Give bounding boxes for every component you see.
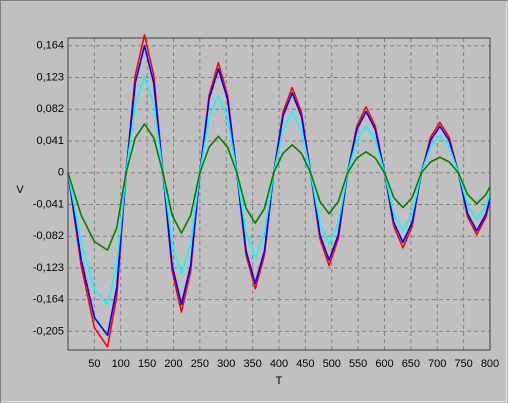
x-axis-label: T [276, 375, 283, 387]
x-tick-label: 450 [296, 358, 314, 370]
plot-border [67, 37, 491, 351]
y-tick-label: -0,205 [33, 325, 64, 337]
x-tick-label: 750 [454, 358, 472, 370]
y-tick-label: -0,164 [33, 294, 64, 306]
x-tick-label: 600 [375, 358, 393, 370]
y-tick-label: -0,123 [33, 262, 64, 274]
x-tick-label: 400 [270, 358, 288, 370]
x-tick-label: 50 [88, 358, 100, 370]
y-tick-label: -0,041 [33, 198, 64, 210]
x-tick-label: 500 [323, 358, 341, 370]
y-axis-label: V [16, 184, 24, 196]
x-tick-label: 700 [428, 358, 446, 370]
x-tick-label: 800 [481, 358, 499, 370]
y-tick-label: 0,041 [36, 135, 64, 147]
y-tick-label: -0,082 [33, 230, 64, 242]
x-tick-label: 650 [402, 358, 420, 370]
data-line [67, 44, 491, 337]
y-tick-label: 0 [58, 167, 64, 179]
x-tick-label: 350 [243, 358, 261, 370]
data-line [67, 123, 491, 251]
y-tick-label: 0,082 [36, 103, 64, 115]
x-tick-label: 200 [164, 358, 182, 370]
y-tick-label: 0,123 [36, 71, 64, 83]
x-tick-label: 100 [112, 358, 130, 370]
y-tick-label: 0,164 [36, 40, 64, 52]
x-tick-label: 300 [217, 358, 235, 370]
x-tick-label: 550 [349, 358, 367, 370]
x-tick-label: 150 [138, 358, 156, 370]
data-line [67, 75, 491, 306]
x-tick-label: 250 [191, 358, 209, 370]
